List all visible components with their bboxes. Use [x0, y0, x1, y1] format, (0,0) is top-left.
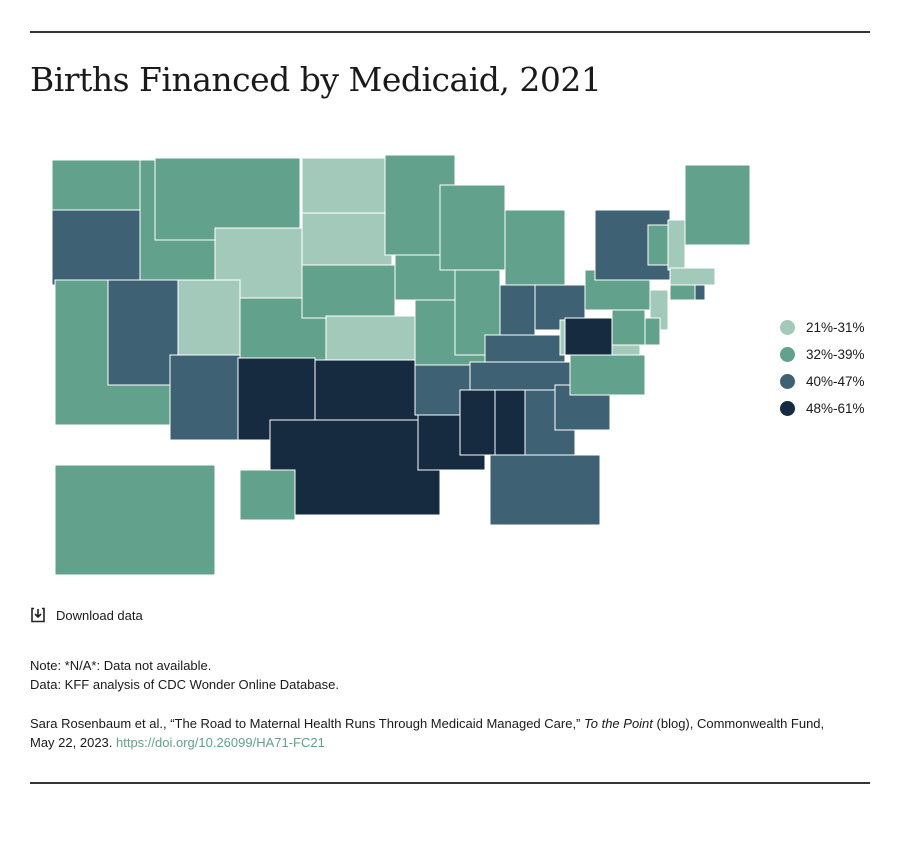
state-ma[interactable] [669, 267, 716, 286]
download-icon [31, 607, 45, 623]
legend-item: 32%-39% [780, 341, 865, 368]
state-ct[interactable] [669, 284, 696, 301]
state-wa[interactable] [51, 159, 141, 216]
legend-swatch [780, 401, 795, 416]
top-rule [30, 31, 870, 33]
state-sd[interactable] [301, 212, 393, 269]
state-ut[interactable] [177, 279, 241, 359]
state-or[interactable] [51, 209, 151, 286]
state-de[interactable] [644, 317, 661, 346]
citation-text: (blog), Commonwealth Fund, [652, 716, 825, 731]
legend-item: 21%-31% [780, 314, 865, 341]
us-choropleth-map [51, 154, 751, 576]
download-label: Download data [56, 607, 143, 623]
state-vt[interactable] [647, 224, 669, 266]
state-nc[interactable] [569, 354, 646, 396]
legend-swatch [780, 347, 795, 362]
state-wi[interactable] [439, 184, 506, 271]
state-nv[interactable] [107, 279, 179, 386]
state-ok[interactable] [314, 359, 419, 421]
citation-publication: To the Point [584, 716, 653, 731]
state-tx[interactable] [269, 419, 441, 516]
legend-label: 32%-39% [806, 347, 865, 362]
state-ri[interactable] [694, 284, 706, 301]
data-source-text: Data: KFF analysis of CDC Wonder Online … [30, 677, 340, 692]
state-wv[interactable] [564, 317, 613, 356]
legend-label: 40%-47% [806, 374, 865, 389]
citation-text: Sara Rosenbaum et al., “The Road to Mate… [30, 716, 584, 731]
citation: Sara Rosenbaum et al., “The Road to Mate… [30, 714, 870, 752]
legend-label: 48%-61% [806, 401, 865, 416]
state-ks[interactable] [325, 315, 419, 363]
state-mt[interactable] [154, 157, 301, 241]
bottom-rule [30, 782, 870, 784]
download-data-button[interactable]: Download data [30, 607, 143, 623]
state-al[interactable] [494, 389, 531, 461]
note-text: Note: *N/A*: Data not available. [30, 658, 212, 673]
doi-link[interactable]: https://doi.org/10.26099/HA71-FC21 [116, 735, 325, 750]
legend-swatch [780, 320, 795, 335]
legend-item: 40%-47% [780, 368, 865, 395]
state-hi[interactable] [239, 469, 296, 521]
notes: Note: *N/A*: Data not available. Data: K… [30, 656, 339, 694]
state-nd[interactable] [301, 157, 389, 214]
legend-swatch [780, 374, 795, 389]
state-ak[interactable] [54, 464, 216, 576]
state-md[interactable] [611, 309, 646, 346]
state-az[interactable] [169, 354, 241, 441]
page-title: Births Financed by Medicaid, 2021 [30, 60, 602, 99]
state-ky[interactable] [484, 334, 566, 363]
legend-item: 48%-61% [780, 395, 865, 422]
state-ne[interactable] [301, 264, 396, 319]
legend-label: 21%-31% [806, 320, 865, 335]
state-mi[interactable] [504, 209, 566, 286]
state-nh[interactable] [667, 219, 686, 271]
state-fl[interactable] [489, 454, 601, 526]
state-tn[interactable] [469, 361, 571, 391]
state-me[interactable] [684, 164, 751, 246]
citation-date: May 22, 2023. [30, 735, 116, 750]
legend: 21%-31% 32%-39% 40%-47% 48%-61% [780, 314, 865, 422]
state-ms[interactable] [459, 389, 496, 456]
